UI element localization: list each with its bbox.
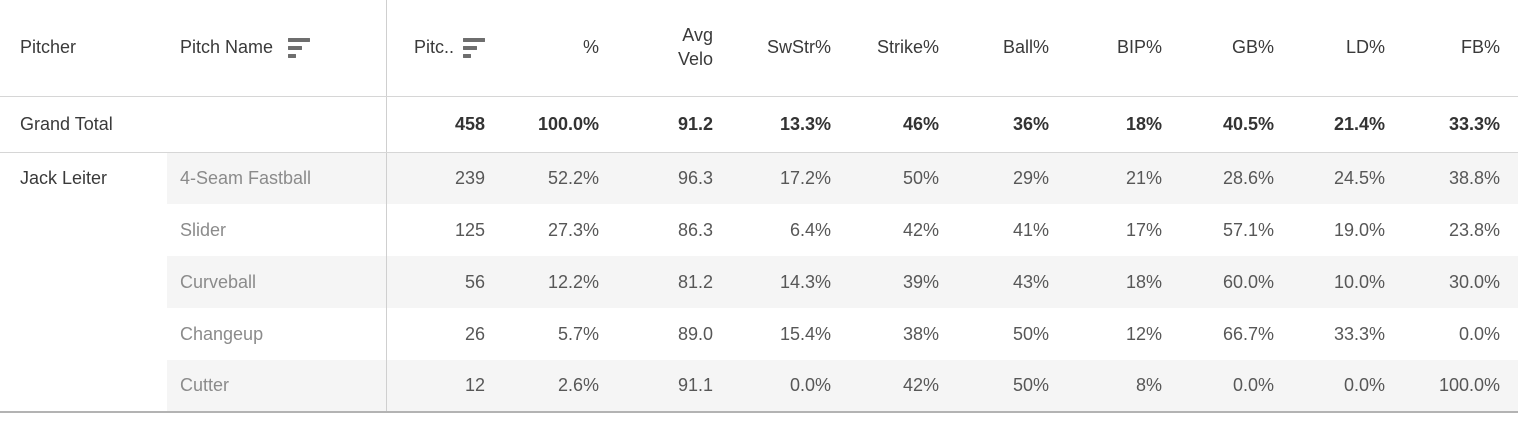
swstr-cell[interactable]: 6.4%	[789, 219, 831, 240]
column-header-strike[interactable]: Strike%	[849, 0, 957, 97]
table-row: Jack Leiter 4-Seam Fastball 239 52.2% 96…	[0, 152, 1518, 204]
swstr-cell[interactable]: 13.3%	[731, 96, 849, 153]
table-row: Slider 125 27.3% 86.3 6.4% 42% 41% 17% 5…	[0, 204, 1518, 256]
avg-velo-cell[interactable]: 91.2	[617, 96, 731, 153]
column-header-pitches-label: Pitc..	[413, 37, 454, 58]
ball-cell[interactable]: 50%	[957, 360, 1067, 413]
fb-cell[interactable]: 100.0%	[1403, 360, 1518, 413]
pitch-name-cell[interactable]: Cutter	[167, 360, 387, 413]
strike-cell[interactable]: 46%	[849, 96, 957, 153]
gb-cell[interactable]: 28.6%	[1180, 152, 1292, 204]
fb-cell[interactable]: 0.0%	[1458, 323, 1500, 344]
avg-velo-cell[interactable]: 89.0	[677, 323, 713, 344]
pct-cell[interactable]: 5.7%	[557, 323, 599, 344]
pitch-name-cell[interactable]: 4-Seam Fastball	[167, 152, 387, 204]
pitcher-label-cell	[0, 360, 167, 413]
avg-velo-cell[interactable]: 86.3	[677, 219, 713, 240]
pitches-cell[interactable]: 12	[386, 360, 503, 413]
pitches-cell[interactable]: 26	[464, 323, 485, 344]
ld-cell[interactable]: 24.5%	[1292, 152, 1403, 204]
strike-cell[interactable]: 50%	[849, 152, 957, 204]
pitch-name-cell	[167, 96, 387, 153]
fb-cell[interactable]: 38.8%	[1403, 152, 1518, 204]
ball-cell[interactable]: 29%	[957, 152, 1067, 204]
column-header-avg-velo-label: Avg Velo	[677, 25, 713, 69]
fb-cell[interactable]: 33.3%	[1403, 96, 1518, 153]
pct-cell[interactable]: 52.2%	[503, 152, 617, 204]
bip-cell[interactable]: 18%	[1067, 256, 1180, 308]
gb-cell[interactable]: 0.0%	[1180, 360, 1292, 413]
bip-cell[interactable]: 8%	[1067, 360, 1180, 413]
gb-cell[interactable]: 66.7%	[1222, 323, 1274, 344]
column-header-pitches[interactable]: Pitc..	[386, 0, 503, 97]
ball-cell[interactable]: 43%	[957, 256, 1067, 308]
pct-cell[interactable]: 2.6%	[503, 360, 617, 413]
grand-total-label-cell[interactable]: Grand Total	[0, 96, 167, 153]
fb-cell[interactable]: 23.8%	[1448, 219, 1500, 240]
strike-cell[interactable]: 42%	[902, 219, 939, 240]
sort-descending-icon[interactable]	[463, 37, 485, 58]
table-row: Changeup 26 5.7% 89.0 15.4% 38% 50% 12% …	[0, 308, 1518, 360]
ball-cell[interactable]: 50%	[1012, 323, 1049, 344]
ld-cell[interactable]: 33.3%	[1333, 323, 1385, 344]
column-header-ball[interactable]: Ball%	[957, 0, 1067, 97]
pct-cell[interactable]: 27.3%	[547, 219, 599, 240]
pitches-cell[interactable]: 125	[454, 219, 485, 240]
strike-cell[interactable]: 38%	[902, 323, 939, 344]
pct-cell[interactable]: 12.2%	[503, 256, 617, 308]
pitcher-label-cell	[0, 204, 167, 256]
column-header-fb[interactable]: FB%	[1403, 0, 1518, 97]
pitches-cell[interactable]: 239	[386, 152, 503, 204]
pitcher-label-cell	[0, 308, 167, 360]
column-header-gb[interactable]: GB%	[1180, 0, 1292, 97]
strike-cell[interactable]: 42%	[849, 360, 957, 413]
grand-total-row: Grand Total 458 100.0% 91.2 13.3% 46% 36…	[0, 96, 1518, 153]
column-header-bip[interactable]: BIP%	[1067, 0, 1180, 97]
swstr-cell[interactable]: 17.2%	[731, 152, 849, 204]
ld-cell[interactable]: 0.0%	[1292, 360, 1403, 413]
column-header-swstr[interactable]: SwStr%	[731, 0, 849, 97]
swstr-cell[interactable]: 0.0%	[731, 360, 849, 413]
pitch-name-cell[interactable]: Slider	[167, 204, 387, 256]
bip-cell[interactable]: 18%	[1067, 96, 1180, 153]
table-row: Curveball 56 12.2% 81.2 14.3% 39% 43% 18…	[0, 256, 1518, 308]
strike-cell[interactable]: 39%	[849, 256, 957, 308]
column-header-pitch-name-label: Pitch Name	[180, 37, 274, 58]
avg-velo-cell[interactable]: 81.2	[617, 256, 731, 308]
ld-cell[interactable]: 19.0%	[1333, 219, 1385, 240]
bip-cell[interactable]: 17%	[1125, 219, 1162, 240]
fb-cell[interactable]: 30.0%	[1403, 256, 1518, 308]
avg-velo-cell[interactable]: 91.1	[617, 360, 731, 413]
bip-cell[interactable]: 12%	[1125, 323, 1162, 344]
header-row: Pitcher Pitch Name Pitc.. % Avg Velo SwS…	[0, 0, 1518, 97]
pitches-cell[interactable]: 458	[386, 96, 503, 153]
column-header-pitcher[interactable]: Pitcher	[0, 0, 167, 97]
swstr-cell[interactable]: 15.4%	[779, 323, 831, 344]
ball-cell[interactable]: 41%	[1012, 219, 1049, 240]
column-header-avg-velo[interactable]: Avg Velo	[617, 0, 731, 97]
swstr-cell[interactable]: 14.3%	[731, 256, 849, 308]
pitches-cell[interactable]: 56	[386, 256, 503, 308]
ball-cell[interactable]: 36%	[957, 96, 1067, 153]
gb-cell[interactable]: 60.0%	[1180, 256, 1292, 308]
ld-cell[interactable]: 10.0%	[1292, 256, 1403, 308]
pitch-stats-table: Pitcher Pitch Name Pitc.. % Avg Velo SwS…	[0, 0, 1518, 413]
pct-cell[interactable]: 100.0%	[503, 96, 617, 153]
column-header-ld[interactable]: LD%	[1292, 0, 1403, 97]
bip-cell[interactable]: 21%	[1067, 152, 1180, 204]
ld-cell[interactable]: 21.4%	[1292, 96, 1403, 153]
column-header-pct[interactable]: %	[503, 0, 617, 97]
pitch-name-cell[interactable]: Changeup	[167, 308, 387, 360]
pitch-name-cell[interactable]: Curveball	[167, 256, 387, 308]
gb-cell[interactable]: 57.1%	[1222, 219, 1274, 240]
pitcher-label-cell	[0, 256, 167, 308]
avg-velo-cell[interactable]: 96.3	[617, 152, 731, 204]
column-header-pitch-name[interactable]: Pitch Name	[167, 0, 387, 97]
gb-cell[interactable]: 40.5%	[1180, 96, 1292, 153]
sort-descending-icon[interactable]	[288, 37, 311, 58]
table-row: Cutter 12 2.6% 91.1 0.0% 42% 50% 8% 0.0%…	[0, 360, 1518, 413]
pitcher-label-cell[interactable]: Jack Leiter	[20, 167, 108, 188]
